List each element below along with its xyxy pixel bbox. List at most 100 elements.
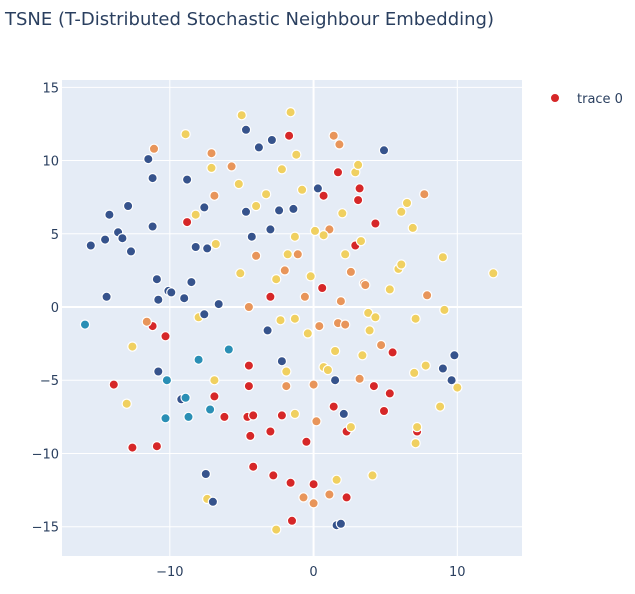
data-point[interactable] [147, 172, 158, 184]
data-point[interactable] [199, 309, 210, 320]
data-point[interactable] [340, 249, 351, 260]
data-point[interactable] [340, 319, 351, 330]
data-point[interactable] [308, 498, 319, 509]
data-point[interactable] [193, 354, 204, 365]
data-point[interactable] [265, 224, 276, 235]
data-point[interactable] [190, 209, 201, 220]
data-point[interactable] [153, 366, 164, 377]
data-point[interactable] [125, 246, 137, 257]
data-point[interactable] [101, 291, 112, 302]
data-point[interactable] [99, 234, 111, 245]
data-point[interactable] [338, 408, 349, 420]
data-point[interactable] [213, 298, 224, 310]
data-point[interactable] [250, 200, 262, 212]
data-point[interactable] [446, 375, 457, 386]
data-point[interactable] [332, 167, 344, 178]
data-point[interactable] [127, 442, 138, 453]
data-point[interactable] [246, 231, 257, 242]
data-point[interactable] [245, 430, 256, 442]
data-point[interactable] [199, 202, 210, 213]
data-point[interactable] [421, 290, 433, 301]
data-point[interactable] [209, 391, 220, 402]
data-point[interactable] [233, 178, 244, 190]
data-point[interactable] [219, 411, 230, 423]
data-point[interactable] [206, 147, 217, 159]
data-point[interactable] [488, 268, 499, 279]
data-point[interactable] [329, 345, 341, 357]
data-point[interactable] [292, 249, 303, 260]
data-point[interactable] [236, 109, 247, 121]
data-point[interactable] [240, 206, 252, 217]
data-point[interactable] [190, 241, 201, 253]
data-point[interactable] [401, 197, 413, 209]
data-point[interactable] [384, 388, 395, 399]
data-point[interactable] [210, 238, 221, 250]
data-point[interactable] [314, 320, 325, 332]
data-point[interactable] [434, 401, 446, 412]
data-point[interactable] [312, 183, 324, 194]
data-point[interactable] [328, 130, 339, 141]
data-point[interactable] [143, 153, 154, 165]
data-point[interactable] [387, 347, 398, 358]
data-point[interactable] [108, 379, 120, 390]
data-point[interactable] [354, 183, 365, 194]
data-point[interactable] [243, 301, 255, 313]
data-point[interactable] [250, 250, 262, 261]
data-point[interactable] [291, 149, 302, 160]
data-point[interactable] [345, 266, 357, 278]
data-point[interactable] [298, 492, 309, 503]
data-point[interactable] [160, 331, 171, 342]
data-point[interactable] [452, 382, 463, 393]
data-point[interactable] [285, 106, 296, 118]
data-point[interactable] [354, 373, 365, 384]
data-point[interactable] [200, 468, 211, 480]
data-point[interactable] [364, 325, 375, 336]
data-point[interactable] [285, 477, 296, 488]
data-point[interactable] [419, 188, 430, 200]
data-point[interactable] [260, 188, 272, 200]
data-point[interactable] [151, 441, 163, 452]
data-point[interactable] [449, 350, 460, 361]
data-point[interactable] [283, 130, 295, 141]
data-point[interactable] [341, 492, 352, 503]
data-point[interactable] [409, 367, 420, 379]
data-point[interactable] [268, 470, 279, 481]
data-point[interactable] [273, 205, 285, 216]
data-point[interactable] [289, 408, 301, 420]
data-point[interactable] [370, 312, 381, 323]
data-point[interactable] [151, 274, 163, 285]
data-point[interactable] [302, 328, 313, 339]
data-point[interactable] [180, 392, 191, 403]
data-point[interactable] [223, 344, 234, 355]
data-point[interactable] [337, 208, 348, 219]
data-point[interactable] [355, 235, 367, 247]
data-point[interactable] [309, 225, 321, 237]
data-point[interactable] [396, 206, 407, 217]
data-point[interactable] [299, 291, 311, 302]
data-point[interactable] [207, 496, 219, 507]
data-point[interactable] [243, 360, 255, 371]
data-point[interactable] [334, 139, 345, 150]
data-point[interactable] [410, 313, 421, 324]
data-point[interactable] [282, 249, 293, 260]
data-point[interactable] [367, 470, 378, 481]
data-point[interactable] [206, 162, 217, 174]
data-point[interactable] [378, 405, 390, 417]
legend-marker-trace-0[interactable] [550, 93, 560, 103]
data-point[interactable] [271, 524, 282, 535]
data-point[interactable] [209, 190, 220, 201]
data-point[interactable] [311, 416, 322, 427]
data-point[interactable] [296, 184, 308, 195]
data-point[interactable] [201, 243, 213, 254]
data-point[interactable] [384, 284, 395, 295]
data-point[interactable] [122, 200, 134, 212]
data-point[interactable] [370, 218, 381, 229]
data-point[interactable] [166, 287, 177, 298]
data-point[interactable] [253, 142, 265, 153]
data-point[interactable] [345, 421, 357, 433]
data-point[interactable] [352, 159, 364, 171]
data-point[interactable] [317, 282, 328, 294]
data-point[interactable] [181, 216, 193, 228]
data-point[interactable] [265, 426, 276, 437]
data-point[interactable] [437, 363, 449, 374]
